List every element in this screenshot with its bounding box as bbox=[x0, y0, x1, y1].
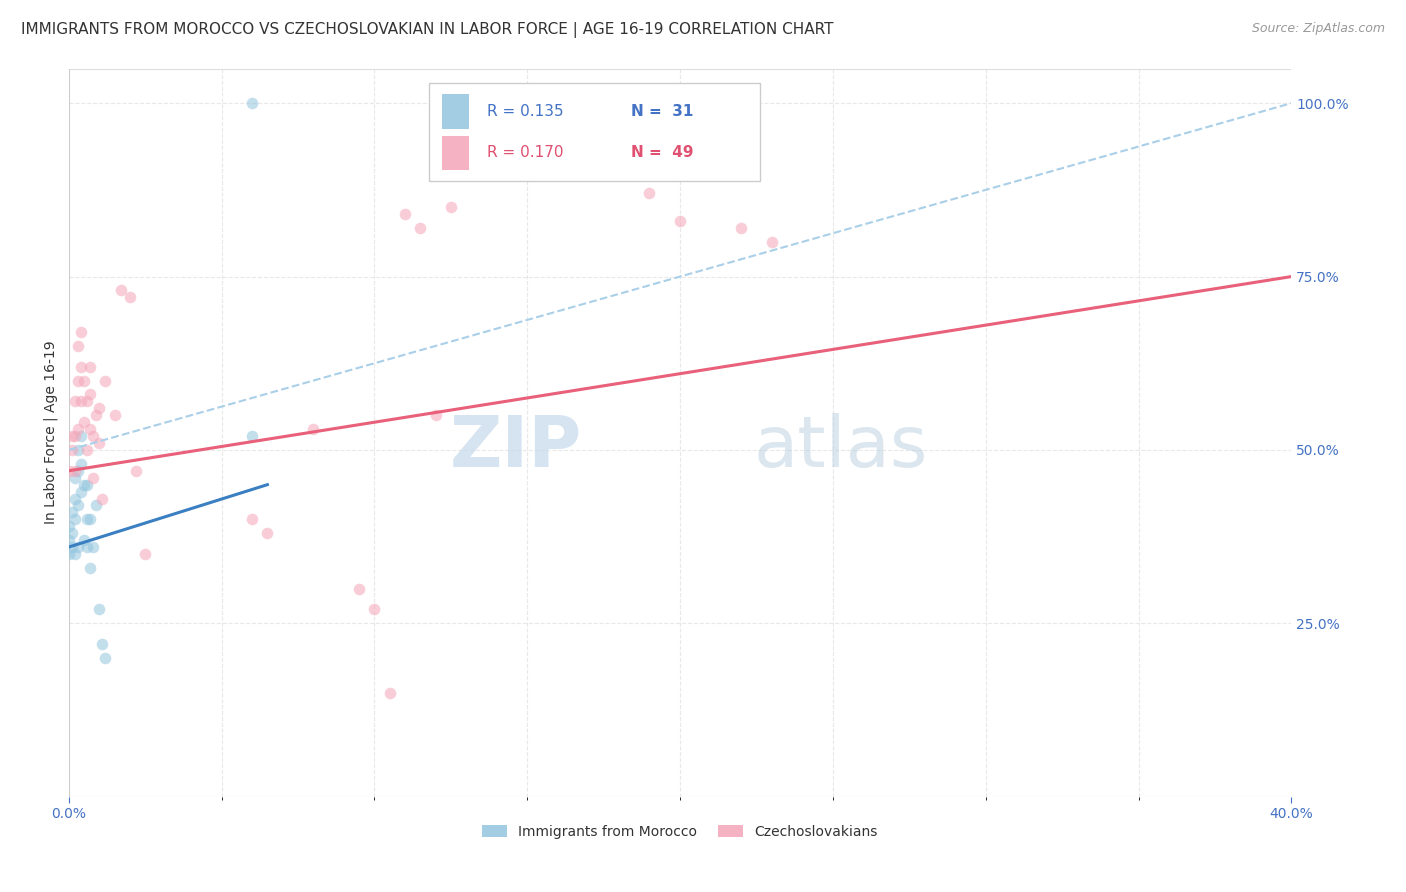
Point bbox=[60, 429, 83, 443]
Point bbox=[76, 442, 98, 457]
Point bbox=[302, 422, 325, 436]
Point bbox=[70, 484, 93, 499]
Point bbox=[66, 442, 89, 457]
Point bbox=[94, 651, 117, 665]
Point bbox=[63, 464, 86, 478]
Point bbox=[84, 409, 107, 423]
Bar bbox=[441, 94, 468, 129]
Point bbox=[547, 96, 569, 111]
Point bbox=[638, 186, 661, 201]
Point bbox=[63, 394, 86, 409]
Point bbox=[761, 235, 783, 249]
Point bbox=[347, 582, 370, 596]
Point bbox=[58, 547, 80, 561]
Point bbox=[60, 505, 83, 519]
Point bbox=[70, 359, 93, 374]
Point bbox=[425, 409, 447, 423]
Point bbox=[89, 401, 111, 416]
Point bbox=[76, 477, 98, 491]
Point bbox=[60, 526, 83, 541]
Point bbox=[70, 325, 93, 339]
Point bbox=[440, 200, 463, 214]
Point bbox=[240, 512, 263, 526]
Point bbox=[256, 526, 278, 541]
Bar bbox=[441, 136, 468, 170]
Point bbox=[378, 686, 401, 700]
Point bbox=[607, 96, 630, 111]
Point bbox=[63, 491, 86, 506]
Point bbox=[58, 533, 80, 548]
Point bbox=[125, 464, 148, 478]
Point bbox=[91, 491, 114, 506]
Point bbox=[76, 512, 98, 526]
Point bbox=[63, 547, 86, 561]
Point bbox=[110, 284, 132, 298]
Point bbox=[363, 602, 385, 616]
Point bbox=[60, 540, 83, 554]
Text: IMMIGRANTS FROM MOROCCO VS CZECHOSLOVAKIAN IN LABOR FORCE | AGE 16-19 CORRELATIO: IMMIGRANTS FROM MOROCCO VS CZECHOSLOVAKI… bbox=[21, 22, 834, 38]
Text: R = 0.170: R = 0.170 bbox=[486, 145, 564, 161]
Point bbox=[82, 540, 104, 554]
Y-axis label: In Labor Force | Age 16-19: In Labor Force | Age 16-19 bbox=[44, 341, 58, 524]
Point bbox=[63, 471, 86, 485]
Point bbox=[79, 422, 101, 436]
Point bbox=[63, 429, 86, 443]
Point bbox=[730, 221, 752, 235]
Point bbox=[91, 637, 114, 651]
Point bbox=[63, 512, 86, 526]
Point bbox=[409, 221, 432, 235]
Text: N =  31: N = 31 bbox=[631, 104, 693, 119]
Point bbox=[82, 429, 104, 443]
Point bbox=[240, 429, 263, 443]
Point bbox=[60, 442, 83, 457]
Point bbox=[79, 387, 101, 401]
Point bbox=[66, 540, 89, 554]
Point bbox=[66, 339, 89, 353]
Point bbox=[89, 602, 111, 616]
Point bbox=[66, 499, 89, 513]
Point bbox=[79, 512, 101, 526]
Point bbox=[73, 477, 96, 491]
Point bbox=[76, 540, 98, 554]
Point bbox=[70, 429, 93, 443]
Point bbox=[76, 394, 98, 409]
Point bbox=[454, 96, 477, 111]
Point bbox=[73, 533, 96, 548]
Text: R = 0.135: R = 0.135 bbox=[486, 104, 564, 119]
Point bbox=[73, 415, 96, 429]
Point bbox=[134, 547, 156, 561]
Point bbox=[58, 519, 80, 533]
Point bbox=[576, 96, 599, 111]
Text: Source: ZipAtlas.com: Source: ZipAtlas.com bbox=[1251, 22, 1385, 36]
Point bbox=[66, 422, 89, 436]
Point bbox=[103, 409, 125, 423]
Point bbox=[70, 394, 93, 409]
Point bbox=[82, 471, 104, 485]
Point bbox=[94, 374, 117, 388]
Text: atlas: atlas bbox=[754, 413, 928, 482]
Point bbox=[669, 214, 692, 228]
Point bbox=[58, 464, 80, 478]
Point bbox=[394, 207, 416, 221]
Point bbox=[118, 290, 141, 304]
Point bbox=[89, 436, 111, 450]
Point bbox=[79, 561, 101, 575]
Point bbox=[66, 464, 89, 478]
Point bbox=[79, 359, 101, 374]
Point bbox=[70, 457, 93, 471]
Text: ZIP: ZIP bbox=[450, 413, 582, 482]
Point bbox=[84, 499, 107, 513]
Text: N =  49: N = 49 bbox=[631, 145, 693, 161]
FancyBboxPatch shape bbox=[429, 83, 759, 181]
Point bbox=[66, 374, 89, 388]
Point bbox=[73, 374, 96, 388]
Point bbox=[240, 96, 263, 111]
Legend: Immigrants from Morocco, Czechoslovakians: Immigrants from Morocco, Czechoslovakian… bbox=[477, 820, 883, 845]
